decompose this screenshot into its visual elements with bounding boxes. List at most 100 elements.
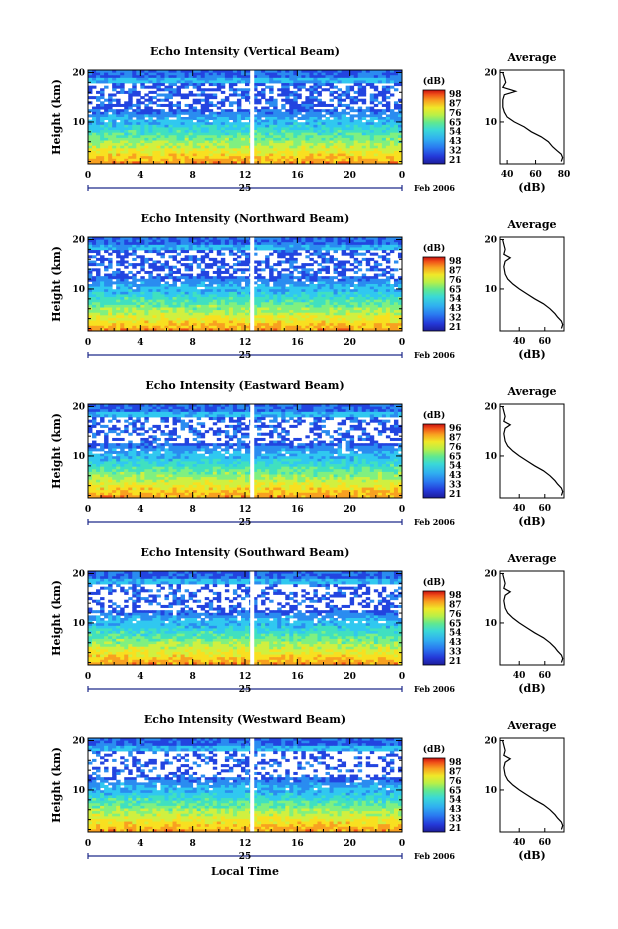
heatmap-cell [108, 161, 113, 165]
heatmap-cell [349, 101, 355, 105]
heatmap-cell [124, 70, 129, 74]
heatmap-cell [132, 315, 137, 319]
heatmap-cell [100, 127, 105, 131]
heatmap-cell [381, 117, 387, 121]
heatmap-cell [365, 297, 371, 301]
heatmap-cells [88, 237, 403, 332]
heatmap-cell [172, 83, 177, 87]
heatmap-cell [341, 289, 347, 293]
heatmap-cell [140, 130, 145, 134]
heatmap-cell [148, 325, 153, 329]
heatmap-cell [176, 247, 181, 251]
heatmap-cell [220, 297, 226, 301]
heatmap-cell [112, 310, 117, 314]
heatmap-cell [345, 317, 351, 321]
heatmap-cell [257, 137, 262, 141]
heatmap-cell [152, 242, 157, 246]
heatmap-cell [349, 237, 355, 241]
heatmap-cell [144, 98, 149, 102]
heatmap-cell [208, 158, 214, 162]
heatmap-cell [385, 294, 391, 298]
heatmap-cell [289, 278, 294, 282]
heatmap-cell [120, 325, 125, 329]
heatmap-cell [397, 148, 403, 152]
heatmap-cell [212, 260, 218, 264]
heatmap-cell [120, 137, 125, 141]
heatmap-cell [192, 278, 198, 282]
heatmap-cell [156, 239, 161, 243]
heatmap-cell [92, 325, 97, 329]
heatmap-cell [309, 145, 314, 149]
heatmap-cell [144, 278, 149, 282]
heatmap-cell [228, 101, 234, 105]
heatmap-cell [385, 103, 391, 107]
heatmap-cell [313, 90, 318, 94]
heatmap-cell [373, 310, 379, 314]
heatmap-cell [144, 122, 149, 126]
heatmap-cell [224, 156, 230, 160]
heatmap-cell [257, 310, 262, 314]
heatmap-cell [381, 98, 387, 102]
heatmap-cell [385, 270, 391, 274]
heatmap-cell [313, 96, 318, 100]
heatmap-cell [297, 153, 302, 157]
heatmap-cell [365, 281, 371, 285]
heatmap-cell [313, 270, 318, 274]
heatmap-cell [212, 72, 218, 76]
heatmap-cell [309, 242, 314, 246]
heatmap-cell [385, 239, 391, 243]
heatmap-cell [196, 127, 202, 131]
heatmap-cell [156, 114, 161, 118]
heatmap-cell [341, 90, 347, 94]
heatmap-cell [216, 307, 222, 311]
heatmap-cell [152, 83, 157, 87]
heatmap-cell [236, 317, 242, 321]
heatmap-cell [120, 148, 125, 152]
heatmap-cell [140, 101, 145, 105]
heatmap-cell [337, 260, 343, 264]
heatmap-cell [285, 101, 290, 105]
heatmap-cell [196, 242, 202, 246]
heatmap-cell [325, 122, 330, 126]
heatmap-cell [180, 302, 186, 306]
heatmap-cell [365, 83, 371, 87]
heatmap-cell [224, 140, 230, 144]
heatmap-cell [132, 103, 137, 107]
heatmap-cell [289, 273, 294, 277]
heatmap-cell [176, 103, 181, 107]
heatmap-cell [353, 72, 359, 76]
heatmap-cell [192, 117, 198, 121]
heatmap-cell [321, 289, 326, 293]
heatmap-cell [216, 315, 222, 319]
heatmap-cell [381, 145, 387, 149]
heatmap-cell [377, 135, 383, 139]
heatmap-cell [293, 323, 298, 327]
heatmap-cell [349, 124, 355, 128]
heatmap-cell [369, 101, 375, 105]
heatmap-cell [317, 315, 322, 319]
heatmap-cell [381, 88, 387, 92]
heatmap-cell [168, 132, 173, 136]
heatmap-cell [164, 289, 169, 293]
heatmap-cell [341, 281, 347, 285]
heatmap-cell [345, 96, 351, 100]
heatmap-cell [236, 80, 242, 84]
heatmap-cell [377, 143, 383, 147]
heatmap-cell [232, 244, 238, 248]
heatmap-cell [196, 153, 202, 157]
heatmap-cell [397, 320, 403, 324]
heatmap-cell [92, 289, 97, 293]
heatmap-cell [160, 77, 165, 81]
heatmap-cell [128, 304, 133, 308]
heatmap-cell [228, 302, 234, 306]
heatmap-cell [277, 93, 282, 97]
heatmap-cell [156, 299, 161, 303]
heatmap-cell [220, 150, 226, 154]
heatmap-cell [128, 247, 133, 251]
heatmap-cell [108, 140, 113, 144]
heatmap-cell [120, 85, 125, 89]
heatmap-cell [92, 80, 97, 84]
heatmap-cell [393, 239, 399, 243]
heatmap-cell [124, 137, 129, 141]
heatmap-cell [92, 148, 97, 152]
